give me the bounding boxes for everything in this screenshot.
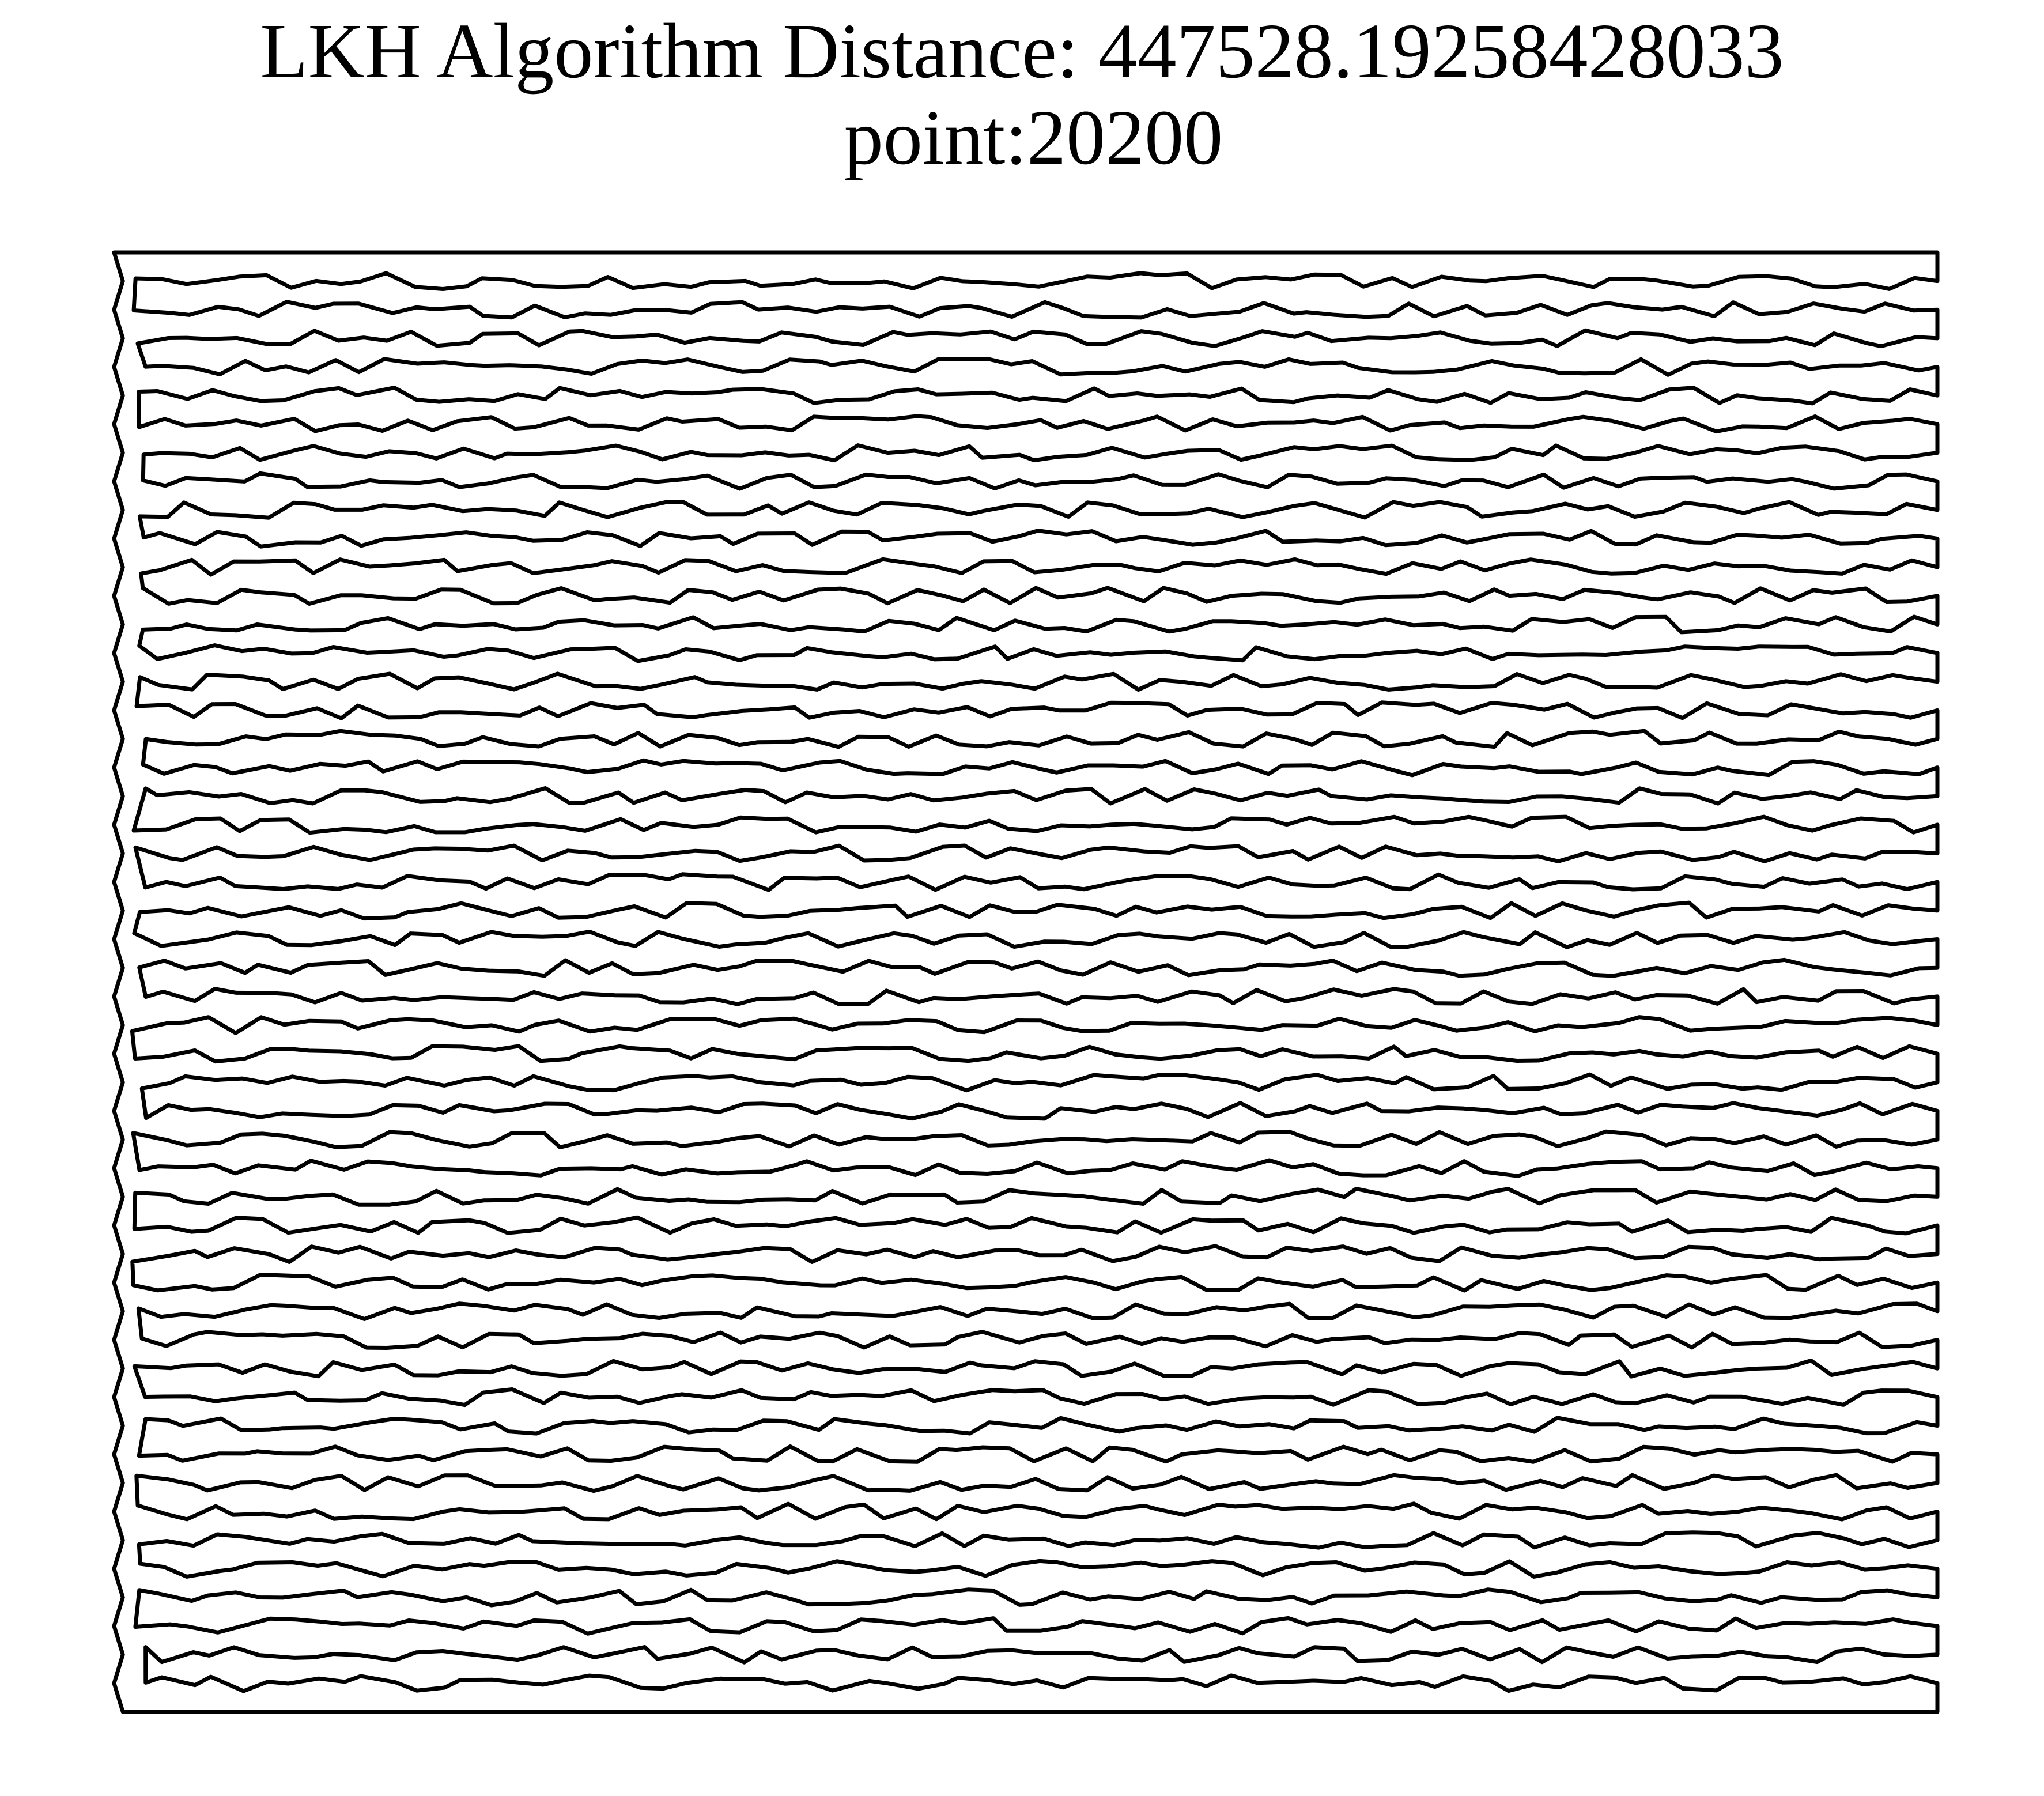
figure-title: LKH Algorithm Distance: 447528.192584280… xyxy=(0,0,2044,181)
tour-path xyxy=(112,250,1940,1714)
title-point-count: point:20200 xyxy=(844,95,1223,181)
title-distance: LKH Algorithm Distance: 447528.192584280… xyxy=(260,8,1784,95)
